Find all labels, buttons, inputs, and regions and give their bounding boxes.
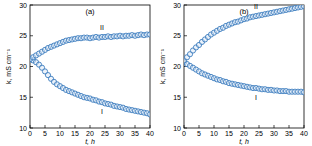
- plot-frame: [30, 5, 150, 128]
- series-label: I: [101, 108, 103, 115]
- x-tick-label: 25: [101, 130, 109, 137]
- x-tick: [274, 125, 275, 128]
- x-tick: [259, 125, 260, 128]
- x-tick: [199, 125, 200, 128]
- y-tick: [30, 97, 33, 98]
- y-tick-label: 25: [173, 32, 181, 39]
- data-point: [301, 90, 304, 95]
- x-tick-label: 5: [197, 130, 201, 137]
- panel: 0 5 10 15 20 25 30 35 40 10 15 20 25 30 t, h k, mS cm⁻¹…: [5, 2, 154, 146]
- marks: [184, 5, 304, 95]
- x-tick-label: 10: [56, 130, 64, 137]
- series-label: II: [100, 24, 104, 31]
- series-label: II: [254, 3, 258, 10]
- y-tick: [184, 97, 187, 98]
- panel-title: (b): [239, 7, 249, 16]
- x-tick-label: 35: [131, 130, 139, 137]
- y-axis-label: k, mS cm⁻¹: [159, 48, 166, 84]
- x-tick-label: 10: [210, 130, 218, 137]
- plot-frame: [184, 5, 304, 128]
- marks: [30, 32, 150, 117]
- x-tick-label: 40: [300, 130, 308, 137]
- figure: 0 5 10 15 20 25 30 35 40 10 15 20 25 30 t, h k, mS cm⁻¹…: [0, 0, 312, 146]
- x-tick-label: 0: [28, 130, 32, 137]
- y-tick: [30, 66, 33, 67]
- y-tick-label: 25: [19, 32, 27, 39]
- y-tick: [184, 128, 187, 129]
- x-tick-label: 15: [71, 130, 79, 137]
- x-tick-label: 30: [270, 130, 278, 137]
- x-tick: [30, 125, 31, 128]
- x-axis-label: t, h: [85, 138, 95, 145]
- x-tick-label: 35: [285, 130, 293, 137]
- data-point: [147, 112, 150, 117]
- y-tick: [184, 5, 187, 6]
- x-tick: [75, 125, 76, 128]
- y-tick-label: 30: [173, 2, 181, 9]
- x-tick-label: 5: [43, 130, 47, 137]
- x-tick-label: 30: [116, 130, 124, 137]
- series-label: I: [255, 94, 257, 101]
- y-tick-label: 10: [19, 125, 27, 132]
- x-tick-label: 40: [146, 130, 154, 137]
- x-tick-label: 25: [255, 130, 263, 137]
- x-tick: [60, 125, 61, 128]
- y-axis-label: k, mS cm⁻¹: [5, 48, 12, 84]
- y-tick-label: 30: [19, 2, 27, 9]
- y-tick-label: 20: [19, 63, 27, 70]
- x-axis-label: t, h: [239, 138, 249, 145]
- y-tick-label: 10: [173, 125, 181, 132]
- y-tick: [184, 35, 187, 36]
- y-tick: [30, 5, 33, 6]
- x-tick: [229, 125, 230, 128]
- y-tick: [30, 35, 33, 36]
- x-tick: [184, 125, 185, 128]
- x-tick-label: 20: [240, 130, 248, 137]
- x-tick-label: 0: [182, 130, 186, 137]
- x-tick-label: 20: [86, 130, 94, 137]
- x-tick: [45, 125, 46, 128]
- x-tick: [244, 125, 245, 128]
- data-point: [301, 5, 304, 9]
- panel: 0 5 10 15 20 25 30 35 40 10 15 20 25 30 t, h k, mS cm⁻¹…: [159, 2, 308, 146]
- panel-title: (a): [85, 7, 95, 16]
- x-tick: [150, 125, 151, 128]
- y-tick-label: 15: [173, 94, 181, 101]
- y-tick-label: 15: [19, 94, 27, 101]
- x-tick: [304, 125, 305, 128]
- x-tick: [105, 125, 106, 128]
- x-tick: [135, 125, 136, 128]
- x-tick: [90, 125, 91, 128]
- x-tick: [120, 125, 121, 128]
- x-tick-label: 15: [225, 130, 233, 137]
- x-tick: [214, 125, 215, 128]
- x-tick: [289, 125, 290, 128]
- y-tick-label: 20: [173, 63, 181, 70]
- data-point: [147, 32, 150, 37]
- y-tick: [30, 128, 33, 129]
